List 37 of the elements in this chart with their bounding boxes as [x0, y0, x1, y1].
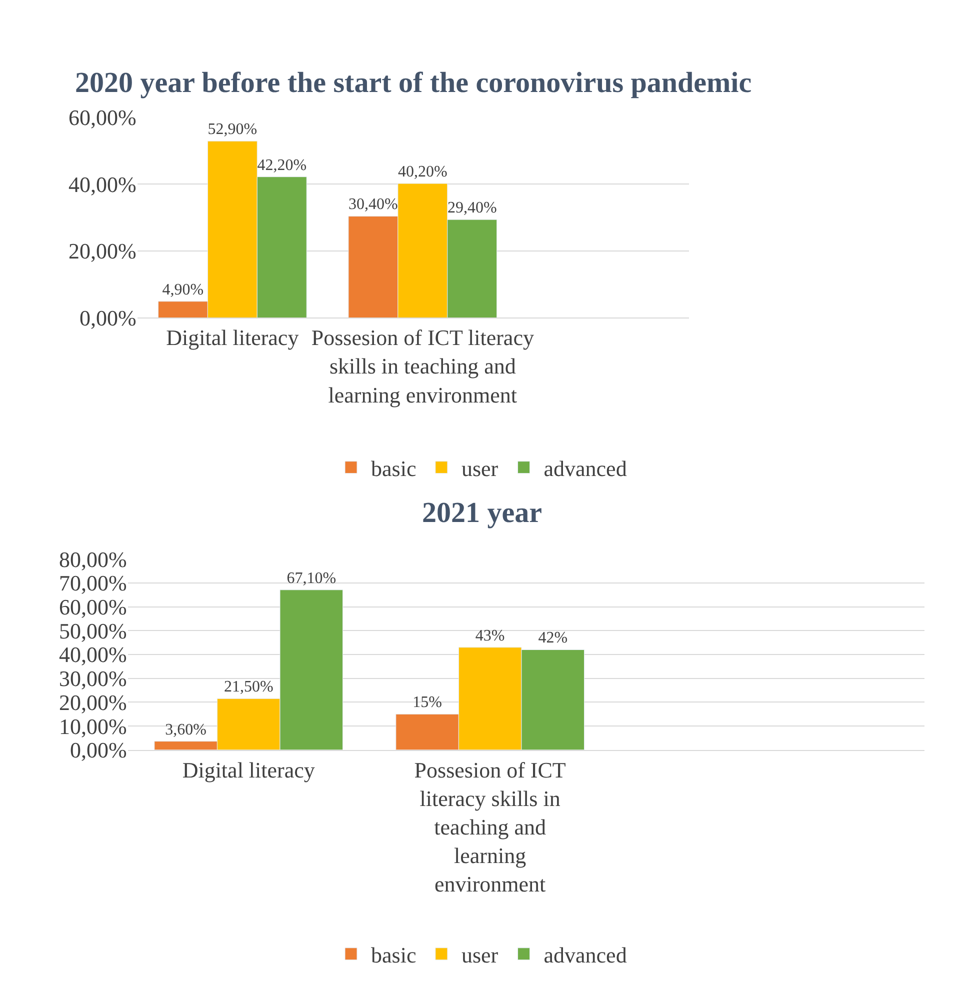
- legend-label: advanced: [544, 942, 627, 968]
- y-tick-label: 0,00%: [70, 738, 127, 763]
- legend-label: basic: [371, 456, 416, 481]
- y-tick-label: 50,00%: [59, 618, 127, 644]
- x-tick-label: Digital literacy: [166, 325, 299, 350]
- data-label: 29,40%: [447, 200, 497, 217]
- data-label: 21,50%: [224, 678, 274, 696]
- y-tick-label: 60,00%: [59, 594, 127, 620]
- data-label: 42%: [538, 630, 568, 647]
- legend-label: user: [461, 456, 499, 481]
- data-label: 42,20%: [257, 156, 307, 174]
- data-label: 15%: [412, 694, 442, 712]
- y-tick-label: 0,00%: [79, 305, 136, 330]
- y-tick-label: 10,00%: [59, 714, 127, 739]
- y-tick-label: 70,00%: [59, 570, 127, 596]
- legend-label: basic: [371, 942, 416, 968]
- data-label: 52,90%: [208, 121, 258, 138]
- y-tick-label: 30,00%: [59, 666, 127, 692]
- chart-title: 2020 year before the start of the coronovirus pandemic: [75, 67, 752, 99]
- data-label: 43%: [475, 627, 505, 644]
- legend-label: advanced: [544, 456, 627, 481]
- data-label: 30,40%: [348, 196, 398, 214]
- data-label: 40,20%: [398, 164, 448, 181]
- data-label: 4,90%: [162, 281, 204, 298]
- y-tick-label: 40,00%: [59, 642, 127, 668]
- x-tick-label: Digital literacy: [182, 757, 315, 782]
- data-label: 67,10%: [286, 570, 336, 587]
- y-tick-label: 20,00%: [68, 238, 136, 264]
- x-tick-label: Possesion of ICT literacy skills in teaching and learning environment: [414, 757, 566, 897]
- chart-title: 2021 year: [422, 497, 542, 529]
- data-label: 3,60%: [165, 721, 206, 738]
- y-tick-label: 60,00%: [68, 105, 136, 130]
- legend-label: user: [461, 942, 499, 968]
- y-tick-label: 40,00%: [68, 172, 136, 197]
- y-tick-label: 80,00%: [59, 546, 127, 572]
- x-tick-label: Possesion of ICT literacy skills in teaching and learning environment: [311, 325, 534, 408]
- y-tick-label: 20,00%: [59, 690, 127, 715]
